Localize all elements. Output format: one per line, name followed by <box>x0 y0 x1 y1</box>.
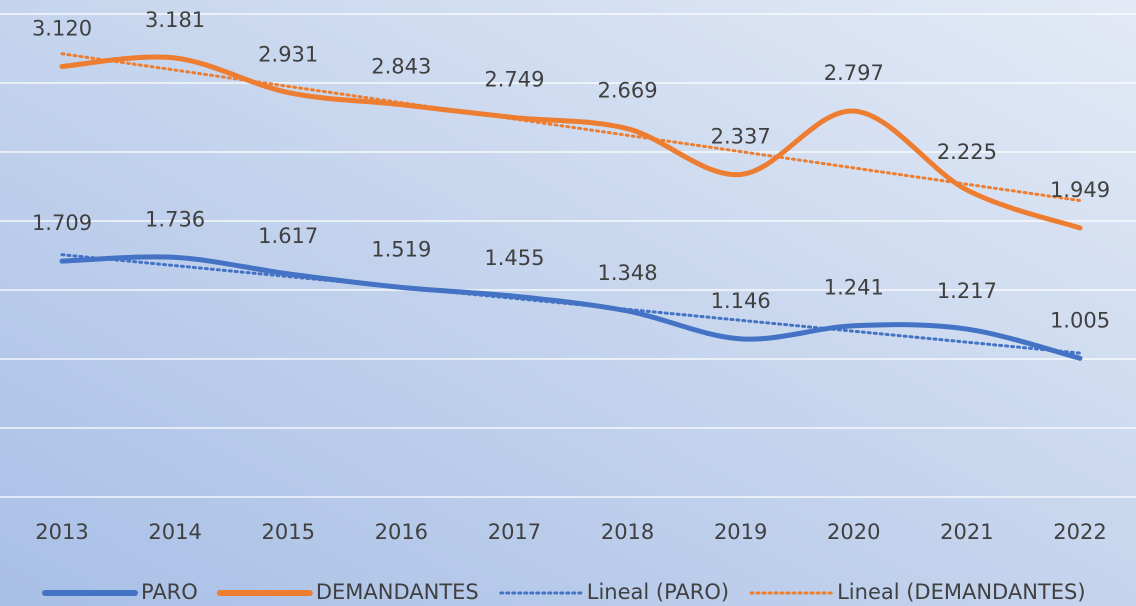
x-tick-label: 2015 <box>261 520 314 544</box>
data-label: 3.120 <box>32 16 92 40</box>
data-label: 1.217 <box>937 279 997 303</box>
data-label: 2.337 <box>711 124 771 148</box>
data-line <box>59 54 1083 231</box>
data-label: 2.843 <box>371 55 431 79</box>
trend-line <box>60 52 1082 203</box>
data-label: 1.241 <box>824 276 884 300</box>
x-tick-label: 2014 <box>148 520 201 544</box>
legend-label: DEMANDANTES <box>316 580 479 604</box>
data-label: 1.005 <box>1050 308 1110 332</box>
data-label: 2.931 <box>258 43 318 67</box>
legend-label: Lineal (DEMANDANTES) <box>837 580 1085 604</box>
data-label: 1.949 <box>1050 178 1110 202</box>
data-label: 2.749 <box>484 68 544 92</box>
x-tick-label: 2013 <box>35 520 88 544</box>
data-label: 1.455 <box>484 246 544 270</box>
x-tick-label: 2016 <box>375 520 428 544</box>
legend-label: PARO <box>141 580 198 604</box>
data-label: 1.348 <box>597 261 657 285</box>
x-tick-label: 2022 <box>1053 520 1106 544</box>
x-tick-label: 2019 <box>714 520 767 544</box>
data-label: 3.181 <box>145 8 205 32</box>
data-label: 1.146 <box>711 289 771 313</box>
x-tick-label: 2017 <box>488 520 541 544</box>
legend-label: Lineal (PARO) <box>587 580 729 604</box>
data-line <box>59 254 1083 361</box>
x-tick-label: 2018 <box>601 520 654 544</box>
data-label: 1.519 <box>371 237 431 261</box>
x-tick-label: 2021 <box>940 520 993 544</box>
data-label: 2.225 <box>937 140 997 164</box>
data-label: 2.797 <box>824 61 884 85</box>
data-label: 1.709 <box>32 211 92 235</box>
data-label: 2.669 <box>597 79 657 103</box>
x-tick-label: 2020 <box>827 520 880 544</box>
data-label: 1.617 <box>258 224 318 248</box>
data-label: 1.736 <box>145 207 205 231</box>
